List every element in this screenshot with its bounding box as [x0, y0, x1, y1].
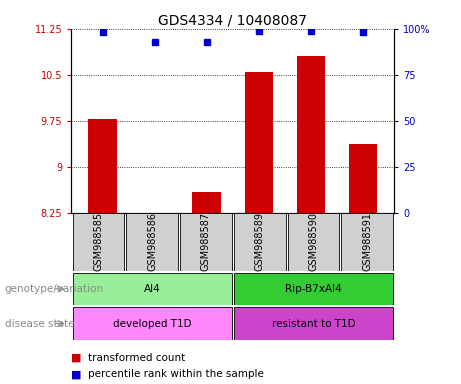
Text: GSM988585: GSM988585 — [93, 212, 103, 271]
Text: GSM988590: GSM988590 — [308, 212, 319, 271]
Text: genotype/variation: genotype/variation — [5, 284, 104, 294]
Text: disease state: disease state — [5, 318, 74, 329]
Bar — [234, 273, 393, 305]
Text: resistant to T1D: resistant to T1D — [272, 318, 355, 329]
Bar — [288, 213, 339, 271]
Bar — [244, 72, 273, 213]
Bar — [234, 307, 393, 340]
Bar — [234, 213, 285, 271]
Text: GSM988591: GSM988591 — [362, 212, 372, 271]
Title: GDS4334 / 10408087: GDS4334 / 10408087 — [158, 14, 307, 28]
Bar — [180, 213, 232, 271]
Bar — [141, 212, 169, 213]
Text: ■: ■ — [71, 369, 85, 379]
Bar — [349, 144, 377, 213]
Bar — [193, 192, 221, 213]
Bar — [72, 307, 232, 340]
Bar — [72, 213, 124, 271]
Text: GSM988587: GSM988587 — [201, 212, 211, 271]
Text: percentile rank within the sample: percentile rank within the sample — [88, 369, 264, 379]
Text: AI4: AI4 — [144, 284, 160, 294]
Bar — [296, 56, 325, 213]
Bar — [89, 119, 117, 213]
Text: transformed count: transformed count — [88, 353, 185, 363]
Text: ■: ■ — [71, 353, 85, 363]
Bar — [72, 273, 232, 305]
Text: GSM988586: GSM988586 — [147, 212, 157, 271]
Bar — [342, 213, 393, 271]
Text: GSM988589: GSM988589 — [254, 212, 265, 271]
Bar — [126, 213, 178, 271]
Text: Rip-B7xAI4: Rip-B7xAI4 — [285, 284, 342, 294]
Text: developed T1D: developed T1D — [113, 318, 191, 329]
